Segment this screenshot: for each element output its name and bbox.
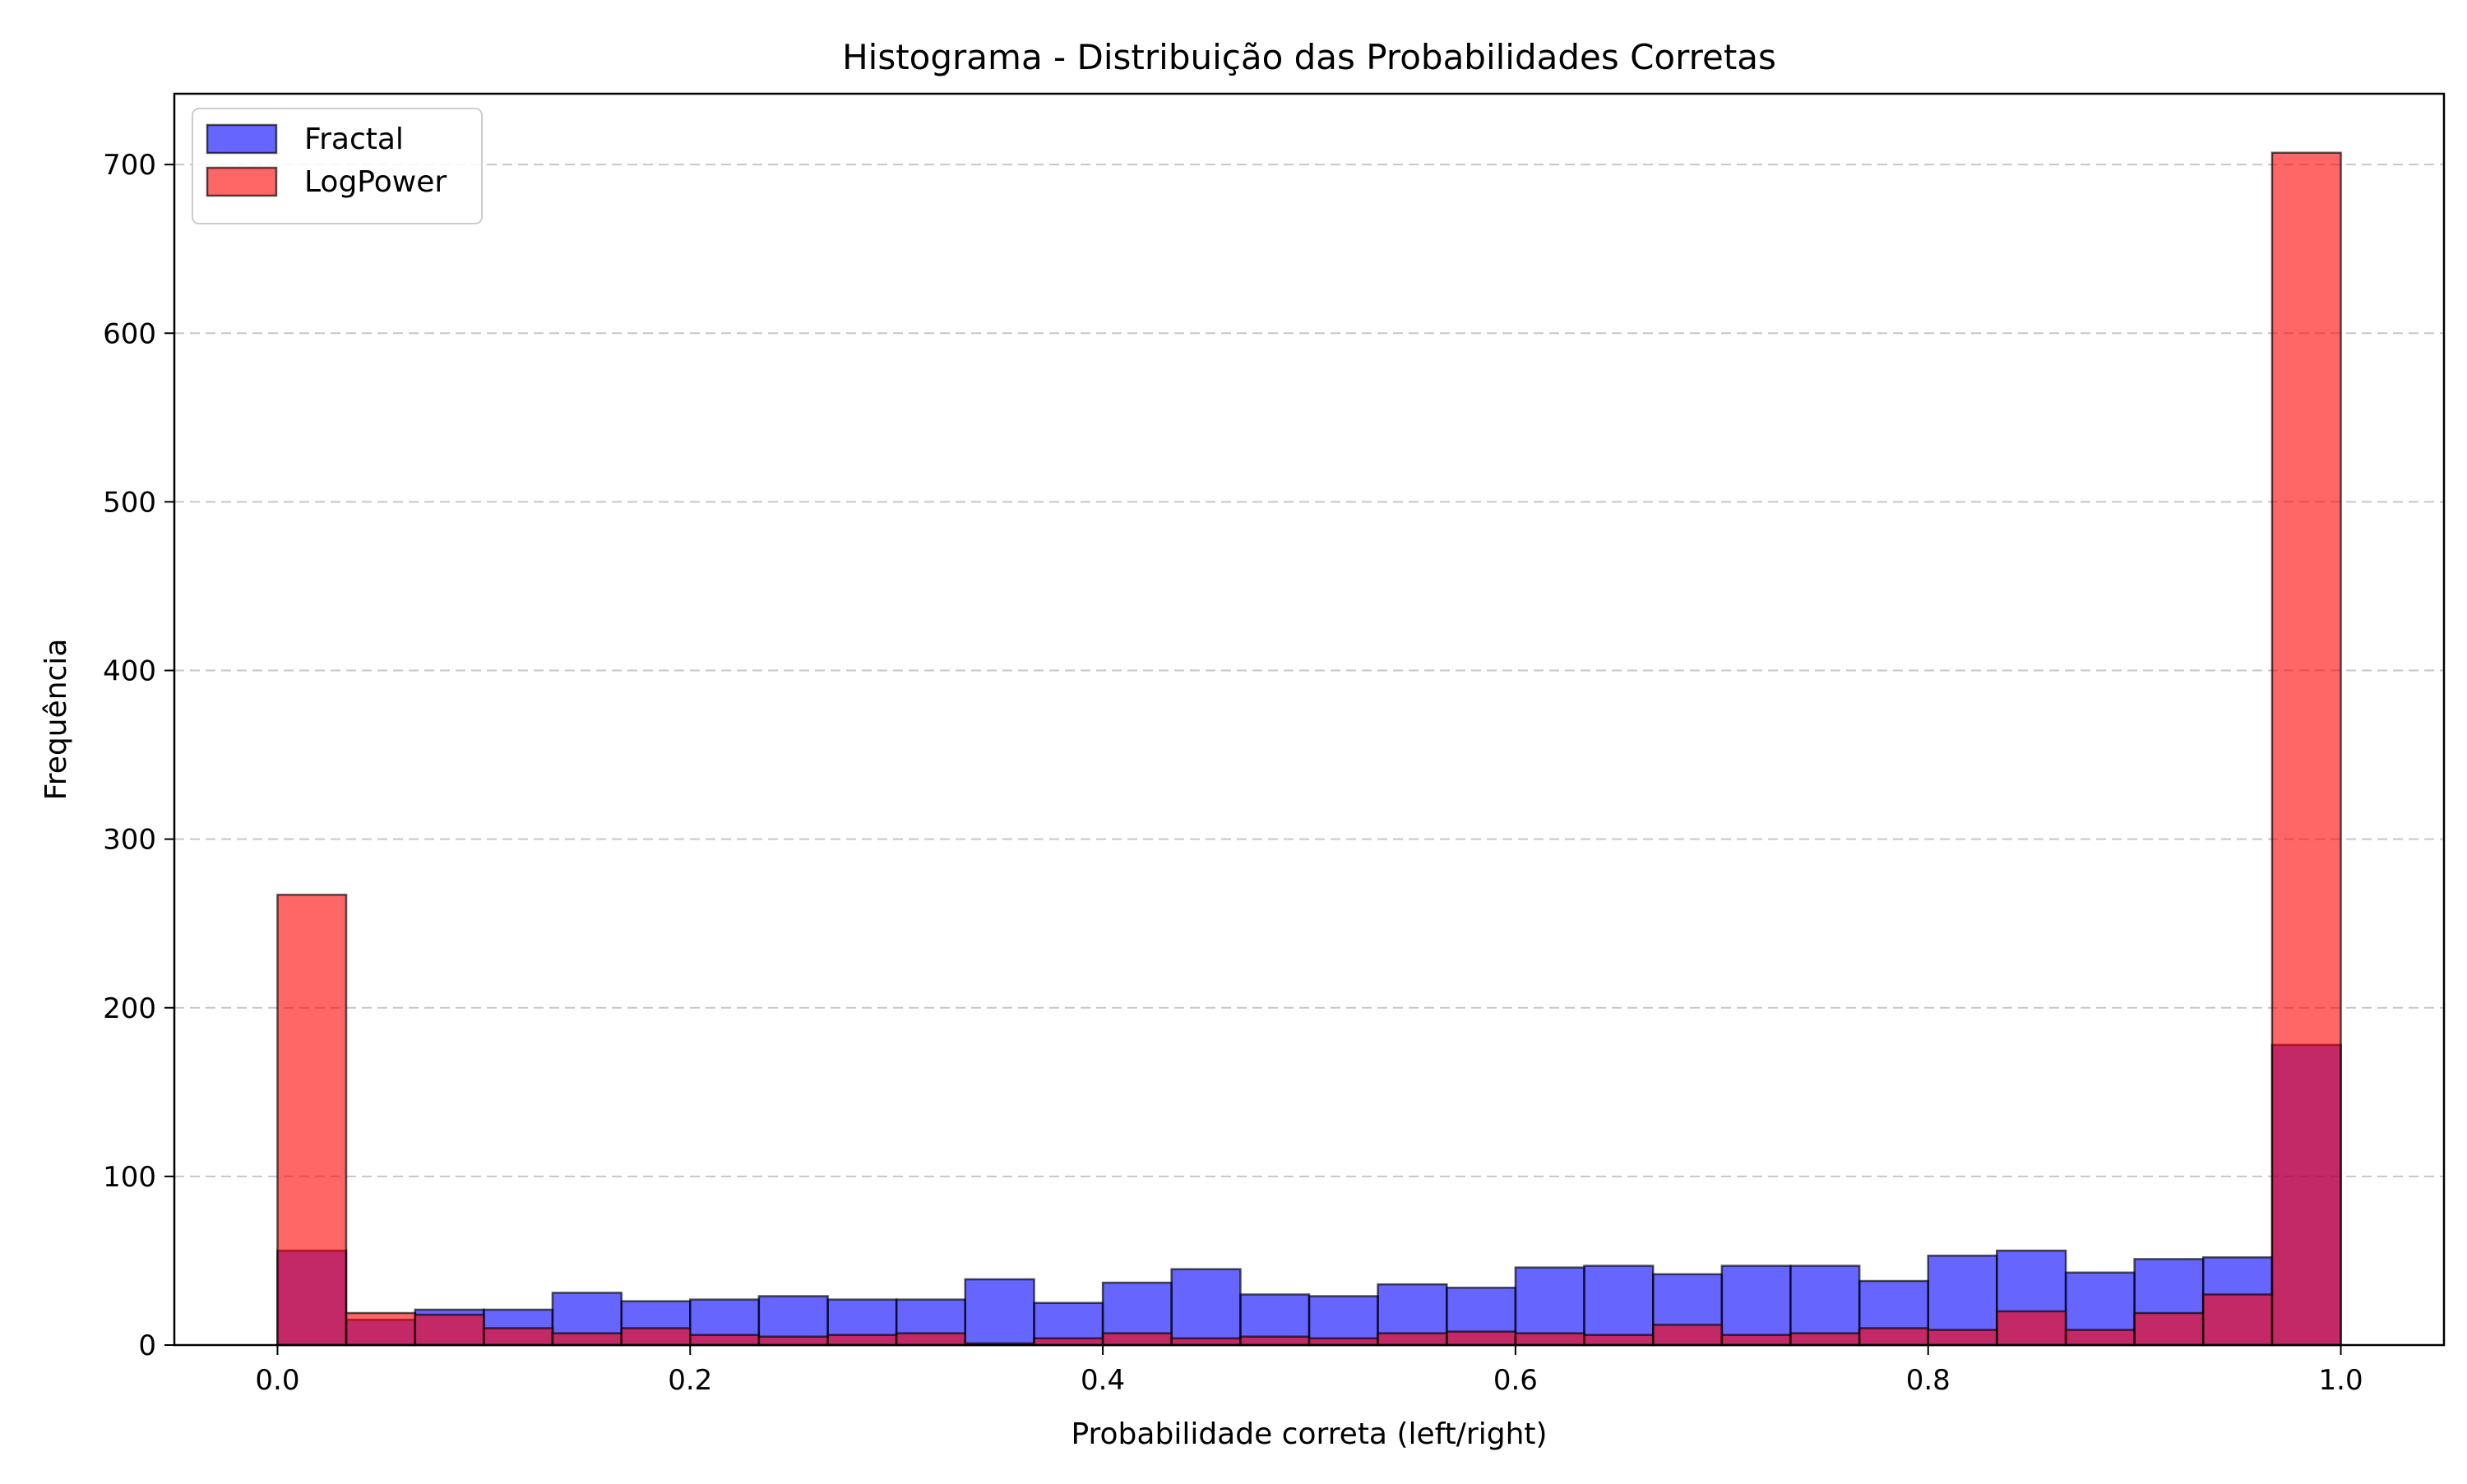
x-tick-label: 0.0 — [255, 1364, 299, 1397]
bar-fractal — [1308, 1295, 1379, 1347]
gridlines — [174, 164, 2444, 1177]
x-tick-label: 1.0 — [2319, 1364, 2363, 1397]
axes: 0 100 200 300 400 500 600 700 0.0 0.2 0.4 0.6 0.8 1.0 — [103, 92, 2446, 1397]
bar-fractal — [964, 1278, 1035, 1347]
x-tick-label: 0.8 — [1906, 1364, 1951, 1397]
y-axis-label: Frequência — [39, 639, 73, 801]
bar-logpower — [276, 894, 348, 1347]
bar-logpower — [1789, 1332, 1861, 1347]
x-tick-label: 0.2 — [668, 1364, 712, 1397]
bar-logpower — [1377, 1332, 1448, 1347]
bar-logpower — [2201, 1293, 2274, 1347]
bar-logpower — [1720, 1334, 1792, 1347]
bar-logpower — [689, 1334, 761, 1347]
bar-logpower — [1996, 1310, 2067, 1347]
bar-logpower — [895, 1332, 966, 1347]
y-tick-label: 700 — [103, 149, 156, 182]
legend-swatch-fractal — [206, 123, 278, 155]
bar-logpower — [1101, 1332, 1173, 1347]
y-tick-label: 400 — [103, 655, 156, 688]
bar-fractal — [1720, 1264, 1792, 1347]
series-fractal — [276, 1043, 2342, 1347]
plot-frame — [173, 92, 2446, 1347]
bar-logpower — [2133, 1311, 2205, 1347]
bar-logpower — [757, 1335, 829, 1347]
bar-logpower — [1239, 1335, 1311, 1347]
y-tick-label: 300 — [103, 824, 156, 857]
bar-logpower — [345, 1311, 417, 1347]
bars — [276, 151, 2342, 1347]
bar-logpower — [2270, 151, 2342, 1347]
bar-logpower — [2064, 1329, 2136, 1347]
y-tick-label: 600 — [103, 317, 156, 350]
bar-logpower — [414, 1313, 485, 1347]
bar-fractal — [1514, 1266, 1585, 1347]
bar-fractal — [1583, 1264, 1655, 1347]
series-logpower — [276, 151, 2342, 1347]
bar-logpower — [620, 1327, 692, 1347]
bar-fractal — [1170, 1268, 1242, 1347]
bar-logpower — [551, 1332, 623, 1347]
legend: Fractal LogPower — [192, 108, 483, 224]
x-tick-label: 0.4 — [1081, 1364, 1125, 1397]
legend-swatch-logpower — [206, 166, 278, 197]
bar-logpower — [1858, 1327, 1929, 1347]
x-tick-label: 0.6 — [1493, 1364, 1538, 1397]
bar-fractal — [1789, 1264, 1861, 1347]
bar-logpower — [1446, 1330, 1517, 1347]
bar-logpower — [483, 1327, 554, 1347]
x-axis-label: Probabilidade correta (left/right) — [1071, 1417, 1547, 1451]
bar-logpower — [1927, 1329, 1998, 1347]
legend-label-logpower: LogPower — [304, 165, 447, 199]
bar-logpower — [826, 1334, 898, 1347]
bar-logpower — [1583, 1334, 1655, 1347]
legend-label-fractal: Fractal — [304, 123, 404, 156]
y-tick-label: 200 — [103, 992, 156, 1025]
y-tick-label: 100 — [103, 1161, 156, 1194]
y-tick-label: 0 — [138, 1329, 156, 1362]
bar-logpower — [1514, 1332, 1585, 1347]
chart-title: Histograma - Distribuição das Probabilid… — [842, 37, 1776, 77]
bar-logpower — [1652, 1324, 1724, 1347]
y-tick-label: 500 — [103, 486, 156, 519]
